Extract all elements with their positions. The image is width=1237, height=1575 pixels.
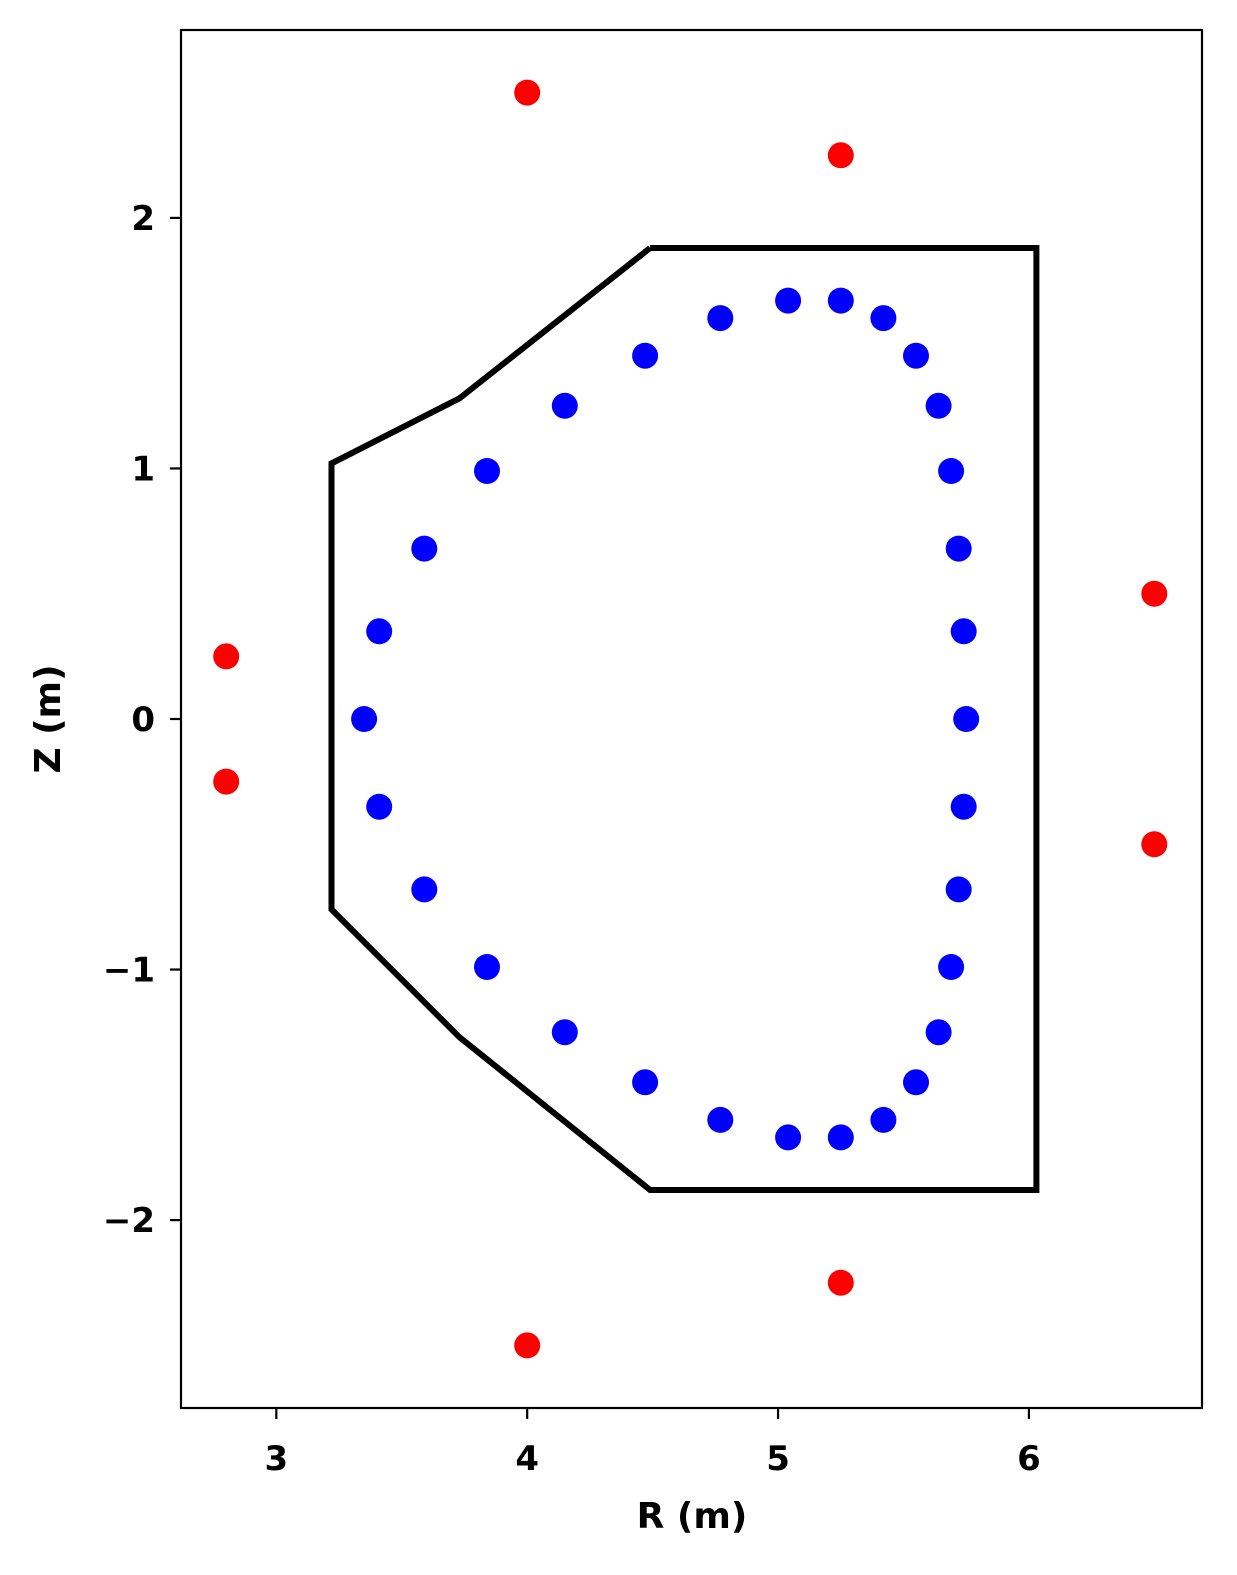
- series-1-point-14: [351, 706, 378, 732]
- series-1-point-1: [827, 287, 854, 314]
- series-1-point-11: [945, 535, 972, 562]
- series-1-point-18: [411, 876, 438, 903]
- series-1-point-28: [775, 1124, 802, 1151]
- series-0-point-1: [827, 142, 854, 169]
- y-tick-label-3: 1: [131, 449, 155, 489]
- series-1-point-6: [551, 392, 578, 419]
- y-tick-label-1: −1: [103, 951, 155, 991]
- x-axis-label: R (m): [637, 1496, 748, 1537]
- series-1-point-9: [938, 458, 965, 484]
- series-1-point-20: [474, 954, 500, 980]
- series-1-point-8: [474, 458, 500, 484]
- series-1-point-4: [632, 342, 659, 369]
- series-0-point-2: [213, 643, 240, 670]
- x-tick-label-1: 4: [515, 1439, 539, 1479]
- series-1-point-5: [903, 342, 929, 369]
- series-1-point-23: [925, 1019, 952, 1046]
- series-1-point-13: [950, 618, 977, 645]
- series-1-point-0: [775, 287, 802, 314]
- plot-area: [213, 79, 1168, 1359]
- series-1-point-7: [925, 392, 952, 419]
- series-1-point-3: [870, 305, 897, 332]
- series-1-point-12: [366, 618, 393, 645]
- series-1-point-27: [870, 1106, 897, 1133]
- y-tick-label-4: 2: [131, 199, 155, 239]
- series-1-point-26: [707, 1106, 734, 1133]
- boundary-line: [328, 245, 1040, 1193]
- series-0-point-5: [1141, 831, 1168, 858]
- series-1-point-10: [411, 535, 438, 562]
- axis-ticks: 3 4 5 6 −2 −1 0 1 2: [103, 199, 1041, 1479]
- series-1-point-29: [827, 1124, 854, 1151]
- y-axis-label: Z (m): [28, 664, 69, 773]
- series-1-point-25: [903, 1069, 929, 1096]
- series-1-point-21: [938, 954, 965, 980]
- series-0-point-4: [1141, 580, 1168, 607]
- series-0-point-0: [514, 79, 541, 106]
- series-1-point-16: [366, 793, 393, 820]
- series-1-point-17: [950, 793, 977, 820]
- x-tick-label-2: 5: [766, 1439, 790, 1479]
- series-0-point-6: [827, 1269, 854, 1296]
- series-1-point-2: [707, 305, 734, 332]
- x-tick-label-0: 3: [264, 1439, 288, 1479]
- series-1-point-19: [945, 876, 972, 903]
- series-1-point-22: [551, 1019, 578, 1046]
- y-tick-label-0: −2: [103, 1201, 155, 1241]
- y-tick-label-2: 0: [131, 700, 155, 740]
- series-0-point-7: [514, 1332, 541, 1359]
- series-1-point-24: [632, 1069, 659, 1096]
- series-1-point-15: [953, 706, 980, 732]
- x-tick-label-3: 6: [1017, 1439, 1041, 1479]
- series-0-point-3: [213, 768, 240, 795]
